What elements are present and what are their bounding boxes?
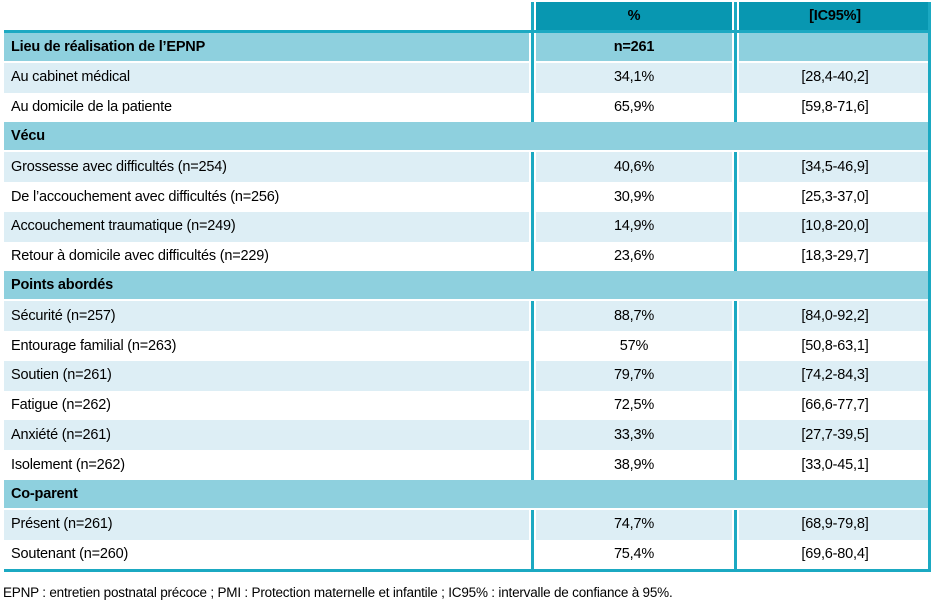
table-header-row: % [IC95%] [4, 2, 931, 30]
row-label-cell: Soutien (n=261) [4, 360, 529, 391]
ci-cell: [34,5-46,9] [739, 152, 931, 182]
section-row: Points abordés [4, 271, 931, 302]
row-label-cell: Entourage familial (n=263) [4, 330, 529, 361]
section-label-cell: Lieu de réalisation de l’EPNP [4, 33, 529, 61]
row-label-cell: Accouchement traumatique (n=249) [4, 211, 529, 242]
data-row: Sécurité (n=257) 88,7% [84,0-92,2] [4, 301, 931, 331]
section-row: Lieu de réalisation de l’EPNP n=261 [4, 33, 931, 63]
col-header-ci: [IC95%] [739, 2, 931, 30]
data-row: Soutien (n=261) 79,7% [74,2-84,3] [4, 360, 931, 391]
row-label-cell: Retour à domicile avec difficultés (n=22… [4, 241, 529, 272]
percent-cell: 14,9% [536, 211, 732, 242]
row-label-cell: Présent (n=261) [4, 509, 529, 540]
data-row: Au domicile de la patiente 65,9% [59,8-71,… [4, 92, 931, 123]
ci-cell: [66,6-77,7] [739, 390, 931, 421]
table-body: Lieu de réalisation de l’EPNP n=261 Au cab… [4, 33, 931, 570]
percent-cell: 74,7% [536, 509, 732, 540]
ci-cell: [50,8-63,1] [739, 330, 931, 361]
data-row: Isolement (n=262) 38,9% [33,0-45,1] [4, 450, 931, 480]
section-n-cell: n=261 [536, 33, 732, 61]
data-row: Fatigue (n=262) 72,5% [66,6-77,7] [4, 390, 931, 421]
data-row: Accouchement traumatique (n=249) 14,9% [10… [4, 211, 931, 242]
section-row: Vécu [4, 122, 931, 153]
data-row: Grossesse avec difficultés (n=254) 40,6%[… [4, 152, 931, 182]
percent-cell: 40,6% [536, 152, 732, 182]
percent-cell: 23,6% [536, 241, 732, 272]
percent-cell: 33,3% [536, 420, 732, 451]
ci-cell: [84,0-92,2] [739, 301, 931, 331]
stats-table: % [IC95%] Lieu de réalisation de l’EPNP n… [4, 2, 931, 573]
row-label-cell: Fatigue (n=262) [4, 390, 529, 421]
row-label-cell: Isolement (n=262) [4, 450, 529, 480]
footnote: EPNP : entretien postnatal précoce ; PMI… [3, 585, 673, 601]
ci-cell: [25,3-37,0] [739, 181, 931, 212]
section-row: Co-parent [4, 479, 931, 510]
ci-cell: [69,6-80,4] [739, 539, 931, 570]
data-row: Retour à domicile avec difficultés (n=22… [4, 241, 931, 272]
percent-cell: 34,1% [536, 62, 732, 93]
ci-cell: [28,4-40,2] [739, 62, 931, 93]
ci-cell: [74,2-84,3] [739, 360, 931, 391]
ci-cell: [10,8-20,0] [739, 211, 931, 242]
ci-cell: [33,0-45,1] [739, 450, 931, 480]
table-right-border [928, 2, 931, 573]
ci-cell: [18,3-29,7] [739, 241, 931, 272]
data-row: Au cabinet médical 34,1% [28,4-40,2] [4, 62, 931, 93]
data-row: Entourage familial (n=263) 57% [50,8-63,1] [4, 330, 931, 361]
header-blank-cell [4, 2, 529, 30]
percent-cell: 38,9% [536, 450, 732, 480]
data-row: Présent (n=261) 74,7% [68,9-79,8] [4, 509, 931, 540]
percent-cell: 75,4% [536, 539, 732, 570]
ci-cell: [27,7-39,5] [739, 420, 931, 451]
data-row: Anxiété (n=261) 33,3% [27,7-39,5] [4, 420, 931, 451]
row-label-cell: Au cabinet médical [4, 62, 529, 93]
data-row: Soutenant (n=260) 75,4% [69,6-80,4] [4, 539, 931, 570]
row-label-cell: Anxiété (n=261) [4, 420, 529, 451]
row-label-cell: Soutenant (n=260) [4, 539, 529, 570]
col-header-percent: % [536, 2, 732, 30]
percent-cell: 57% [536, 330, 732, 361]
percent-cell: 88,7% [536, 301, 732, 331]
row-label-cell: Grossesse avec difficultés (n=254) [4, 152, 529, 182]
row-label-cell: De l’accouchement avec difficultés (n=25… [4, 181, 529, 212]
section-empty-cell [739, 33, 931, 61]
ci-cell: [68,9-79,8] [739, 509, 931, 540]
percent-cell: 65,9% [536, 92, 732, 123]
row-label-cell: Au domicile de la patiente [4, 92, 529, 123]
percent-cell: 79,7% [536, 360, 732, 391]
table-bottom-border [4, 569, 931, 573]
row-label-cell: Sécurité (n=257) [4, 301, 529, 331]
percent-cell: 30,9% [536, 181, 732, 212]
header-rule [4, 30, 931, 33]
percent-cell: 72,5% [536, 390, 732, 421]
data-row: De l’accouchement avec difficultés (n=25… [4, 181, 931, 212]
ci-cell: [59,8-71,6] [739, 92, 931, 123]
